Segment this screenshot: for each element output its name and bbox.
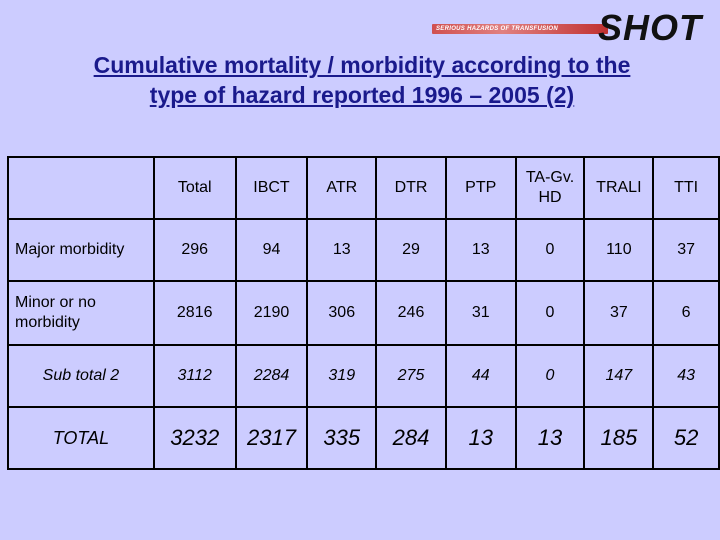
header-row: Total IBCT ATR DTR PTP TA-Gv.HD TRALI TT… xyxy=(7,156,720,220)
table-cell: 0 xyxy=(514,344,586,408)
header-cell-atr: ATR xyxy=(306,156,378,220)
header-cell-trali: TRALI xyxy=(583,156,655,220)
logo-tagline: SERIOUS HAZARDS OF TRANSFUSION xyxy=(436,26,559,32)
table-cell: 13 xyxy=(444,218,517,282)
table-cell: 275 xyxy=(375,344,447,408)
table-cell: 29 xyxy=(375,218,447,282)
header-cell-ta-gvhd: TA-Gv.HD xyxy=(514,156,586,220)
table-cell: 3232 xyxy=(152,406,237,470)
table-cell: 335 xyxy=(306,406,378,470)
header-cell-tti: TTI xyxy=(652,156,720,220)
table-cell: 3112 xyxy=(152,344,237,408)
table-row: Sub total 2 3112 2284 319 275 44 0 147 4… xyxy=(7,344,720,408)
table-cell: 13 xyxy=(514,406,586,470)
header-cell-ta-gvhd-text: TA-Gv.HD xyxy=(525,169,575,206)
shot-logo: SERIOUS HAZARDS OF TRANSFUSION SHOT xyxy=(432,7,712,48)
table-cell: 52 xyxy=(652,406,720,470)
table-row: Minor or no morbidity 2816 2190 306 246 … xyxy=(7,280,720,346)
table-cell: 94 xyxy=(234,218,309,282)
table-container: Total IBCT ATR DTR PTP TA-Gv.HD TRALI TT… xyxy=(7,156,720,470)
header-cell-ibct: IBCT xyxy=(234,156,309,220)
table-cell: 296 xyxy=(152,218,237,282)
table-row: TOTAL 3232 2317 335 284 13 13 185 52 xyxy=(7,406,720,470)
row-label-major-morbidity: Major morbidity xyxy=(7,218,155,282)
header-cell-ptp: PTP xyxy=(444,156,517,220)
table-cell: 13 xyxy=(306,218,378,282)
table-cell: 37 xyxy=(652,218,720,282)
table-cell: 284 xyxy=(375,406,447,470)
table-cell: 319 xyxy=(306,344,378,408)
table-cell: 44 xyxy=(444,344,517,408)
table-cell: 110 xyxy=(583,218,655,282)
header-cell-dtr: DTR xyxy=(375,156,447,220)
table-cell: 2816 xyxy=(152,280,237,346)
title-line-2: type of hazard reported 1996 – 2005 (2) xyxy=(149,82,575,108)
table-row: Major morbidity 296 94 13 29 13 0 110 37 xyxy=(7,218,720,282)
slide-title: Cumulative mortality / morbidity accordi… xyxy=(30,50,694,110)
table-cell: 147 xyxy=(583,344,655,408)
table-cell: 0 xyxy=(514,280,586,346)
logo-banner xyxy=(432,24,608,34)
row-label-subtotal: Sub total 2 xyxy=(7,344,155,408)
table-cell: 31 xyxy=(444,280,517,346)
header-cell-empty xyxy=(7,156,155,220)
row-label-minor-morbidity-text: Minor or no morbidity xyxy=(15,294,96,331)
title-line-1: Cumulative mortality / morbidity accordi… xyxy=(93,52,631,78)
table-cell: 185 xyxy=(583,406,655,470)
table-cell: 43 xyxy=(652,344,720,408)
row-label-total: TOTAL xyxy=(7,406,155,470)
table-cell: 2317 xyxy=(234,406,309,470)
table-cell: 6 xyxy=(652,280,720,346)
table-cell: 13 xyxy=(444,406,517,470)
row-label-minor-morbidity: Minor or no morbidity xyxy=(7,280,155,346)
table-cell: 37 xyxy=(583,280,655,346)
table-cell: 0 xyxy=(514,218,586,282)
table-cell: 246 xyxy=(375,280,447,346)
logo-word: SHOT xyxy=(598,7,703,48)
table-cell: 2284 xyxy=(234,344,309,408)
table-cell: 2190 xyxy=(234,280,309,346)
header-cell-total: Total xyxy=(152,156,237,220)
table-cell: 306 xyxy=(306,280,378,346)
hazard-table: Total IBCT ATR DTR PTP TA-Gv.HD TRALI TT… xyxy=(7,156,720,470)
